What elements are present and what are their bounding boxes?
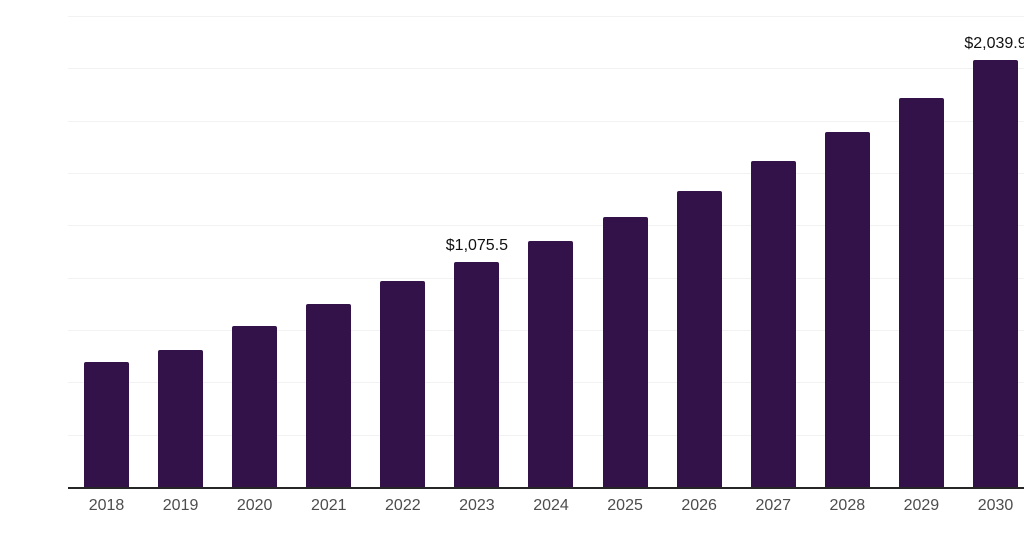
bar-2028 xyxy=(824,131,870,487)
x-tick-label-2018: 2018 xyxy=(88,497,125,514)
x-tick-label-2025: 2025 xyxy=(607,497,643,514)
bar-2026 xyxy=(676,191,722,487)
bar-2020 xyxy=(232,326,278,487)
bar-2019 xyxy=(158,350,204,487)
bar-2029 xyxy=(898,98,944,487)
bar-2025 xyxy=(602,216,648,487)
bar-2018 xyxy=(84,362,129,487)
bar-2022 xyxy=(380,281,426,487)
bar-chart: $1,075.5 $2,039.9 2018 2019 2020 2021 2022 202… xyxy=(40,16,1024,528)
bar-2030 xyxy=(972,59,1018,487)
x-tick-label-2022: 2022 xyxy=(385,497,421,514)
gridline xyxy=(68,16,1024,17)
gridline xyxy=(68,120,1024,122)
x-tick-label-2023: 2023 xyxy=(459,497,495,514)
bar-value-label-2030: $2,039.9 xyxy=(964,34,1024,52)
x-tick-label-2026: 2026 xyxy=(681,497,717,514)
x-tick-label-2019: 2019 xyxy=(162,497,199,514)
x-tick-label-2020: 2020 xyxy=(236,497,273,514)
bar-2024 xyxy=(528,241,574,487)
gridline xyxy=(68,225,1024,227)
plot-area: $1,075.5 $2,039.9 xyxy=(68,16,1024,489)
x-tick-label-2021: 2021 xyxy=(310,497,347,514)
bar-2027 xyxy=(750,161,796,487)
x-tick-label-2028: 2028 xyxy=(829,497,866,514)
x-tick-label-2024: 2024 xyxy=(533,497,569,514)
x-axis: 2018 2019 2020 2021 2022 2023 2024 2025 2026 2027… xyxy=(68,497,1024,525)
x-tick-label-2029: 2029 xyxy=(903,497,940,514)
x-tick-label-2030: 2030 xyxy=(977,497,1014,514)
bar-value-label-2023: $1,075.5 xyxy=(445,236,509,254)
bar-2023 xyxy=(454,261,500,487)
x-tick-label-2027: 2027 xyxy=(755,497,792,514)
gridline xyxy=(68,173,1024,174)
gridline xyxy=(68,68,1024,70)
bar-2021 xyxy=(306,304,352,487)
